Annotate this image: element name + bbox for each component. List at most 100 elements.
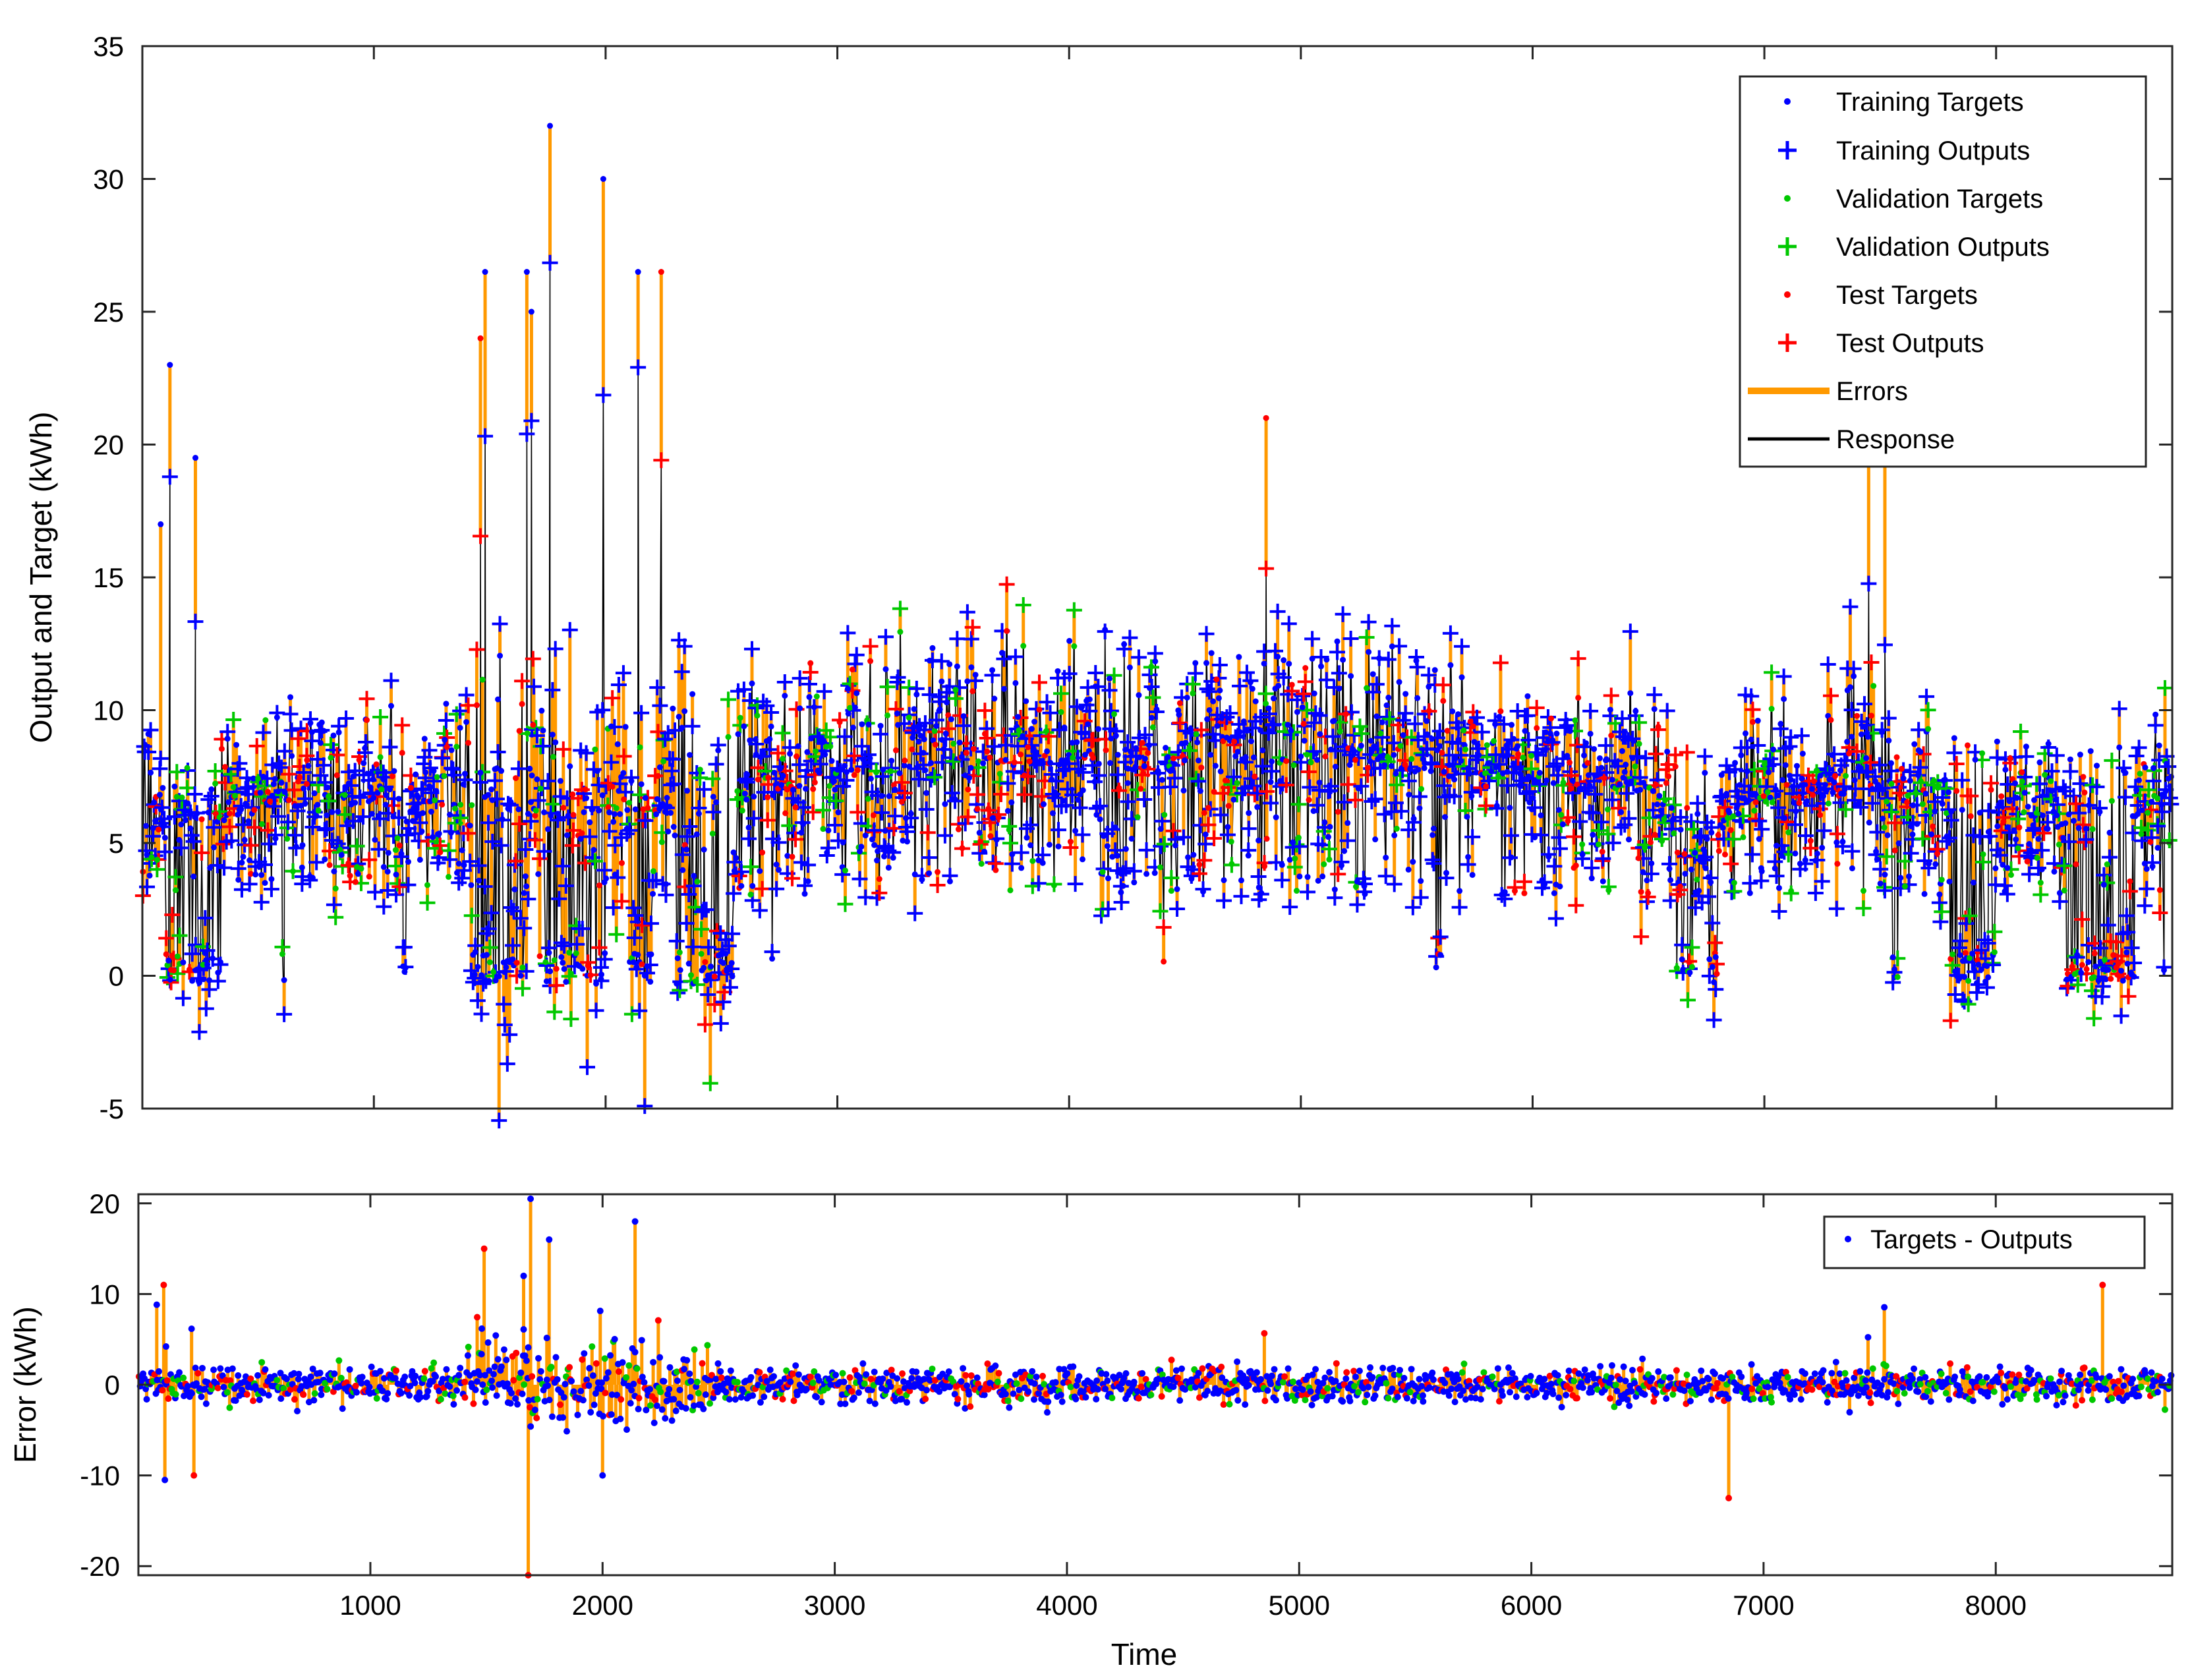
training-target-marker bbox=[1621, 768, 1628, 775]
validation-output-marker bbox=[2069, 977, 2086, 993]
training-target-marker bbox=[1587, 730, 1594, 737]
test-target-marker bbox=[984, 748, 991, 755]
training-target-marker bbox=[989, 667, 996, 674]
training-target-marker bbox=[430, 768, 437, 774]
training-target-marker bbox=[1422, 760, 1428, 767]
training-output-marker bbox=[1232, 678, 1248, 694]
training-output-marker bbox=[596, 862, 613, 879]
training-output-marker bbox=[1007, 649, 1024, 665]
validation-target-marker bbox=[1558, 811, 1565, 818]
training-output-marker bbox=[1130, 649, 1147, 666]
test-target-marker bbox=[465, 739, 472, 746]
test-target-marker bbox=[251, 807, 258, 813]
training-output-marker bbox=[1551, 840, 1568, 857]
training-target-marker bbox=[467, 823, 473, 829]
training-target-marker bbox=[835, 809, 842, 816]
training-output-marker bbox=[2131, 739, 2147, 756]
training-target-marker bbox=[496, 973, 502, 979]
training-output-marker bbox=[685, 939, 701, 955]
validation-output-marker bbox=[452, 810, 469, 826]
training-output-marker bbox=[670, 985, 686, 1001]
training-target-marker bbox=[1492, 721, 1499, 728]
training-output-marker bbox=[547, 641, 563, 657]
training-target-marker bbox=[1391, 832, 1398, 838]
training-target-marker bbox=[885, 864, 892, 871]
validation-target-marker bbox=[1605, 806, 1611, 813]
validation-output-marker bbox=[310, 777, 327, 794]
training-target-marker bbox=[647, 979, 654, 985]
training-target-marker bbox=[1644, 877, 1650, 884]
test-target-marker bbox=[810, 786, 817, 792]
training-target-marker bbox=[1433, 964, 1439, 971]
training-target-marker bbox=[691, 873, 697, 879]
training-target-marker bbox=[505, 805, 511, 812]
training-output-marker bbox=[956, 718, 972, 734]
training-target-marker bbox=[421, 736, 428, 742]
test-target-marker bbox=[1601, 775, 1607, 782]
training-target-marker bbox=[1563, 723, 1569, 730]
training-target-marker bbox=[877, 722, 884, 729]
validation-target-marker bbox=[1190, 690, 1196, 697]
training-target-marker bbox=[824, 850, 830, 856]
validation-target-marker bbox=[1642, 844, 1648, 851]
training-target-marker bbox=[1619, 748, 1625, 755]
training-target-marker bbox=[1413, 657, 1420, 664]
test-output-marker bbox=[1528, 699, 1545, 716]
test-output-marker bbox=[802, 664, 819, 681]
test-output-marker bbox=[473, 528, 489, 544]
test-output-marker bbox=[2076, 834, 2092, 850]
training-target-marker bbox=[656, 764, 663, 770]
training-target-marker bbox=[896, 770, 903, 776]
training-output-marker bbox=[1042, 705, 1058, 721]
test-target-marker bbox=[619, 859, 625, 866]
training-output-marker bbox=[2078, 831, 2094, 848]
training-output-marker bbox=[1860, 575, 1877, 592]
training-target-marker bbox=[488, 786, 495, 793]
test-output-marker bbox=[1948, 755, 1965, 772]
test-target-marker bbox=[849, 666, 855, 673]
training-target-marker bbox=[156, 792, 163, 798]
validation-target-marker bbox=[1228, 838, 1234, 845]
training-target-marker bbox=[308, 729, 315, 736]
training-target-marker bbox=[1383, 854, 1389, 861]
validation-target-marker bbox=[698, 950, 705, 957]
training-target-marker bbox=[1317, 731, 1323, 738]
training-target-marker bbox=[1340, 656, 1346, 663]
training-output-marker bbox=[1082, 703, 1098, 719]
validation-output-marker bbox=[167, 869, 184, 885]
validation-output-marker bbox=[1934, 904, 1950, 920]
training-target-marker bbox=[1464, 813, 1470, 820]
validation-output-marker bbox=[2104, 752, 2120, 768]
training-target-marker bbox=[892, 786, 898, 793]
validation-target-marker bbox=[1111, 710, 1118, 717]
training-output-marker bbox=[1643, 865, 1659, 882]
training-output-marker bbox=[1331, 665, 1347, 681]
training-output-marker bbox=[2137, 898, 2153, 914]
training-target-marker bbox=[1338, 862, 1344, 869]
training-output-marker bbox=[1346, 727, 1362, 743]
training-target-marker bbox=[1163, 745, 1169, 751]
validation-output-marker bbox=[1726, 883, 1743, 900]
training-target-marker bbox=[1074, 739, 1080, 745]
validation-target-marker bbox=[813, 748, 819, 755]
training-output-marker bbox=[1087, 664, 1104, 681]
training-target-marker bbox=[1107, 676, 1113, 682]
training-target-marker bbox=[269, 792, 275, 799]
training-target-marker bbox=[362, 745, 368, 751]
training-output-marker bbox=[1771, 903, 1787, 919]
validation-target-marker bbox=[950, 740, 957, 747]
training-target-marker bbox=[361, 760, 367, 767]
test-target-marker bbox=[711, 973, 718, 980]
training-target-marker bbox=[1255, 837, 1262, 844]
validation-target-marker bbox=[392, 847, 399, 854]
training-target-marker bbox=[598, 971, 604, 978]
test-target-marker bbox=[569, 791, 576, 797]
test-output-marker bbox=[591, 939, 608, 956]
training-target-marker bbox=[1122, 746, 1129, 753]
training-target-marker bbox=[672, 832, 678, 839]
validation-target-marker bbox=[1029, 857, 1036, 864]
training-target-marker bbox=[858, 844, 865, 850]
test-output-marker bbox=[871, 884, 888, 901]
training-output-marker bbox=[1659, 703, 1675, 719]
training-output-marker bbox=[1619, 785, 1635, 801]
